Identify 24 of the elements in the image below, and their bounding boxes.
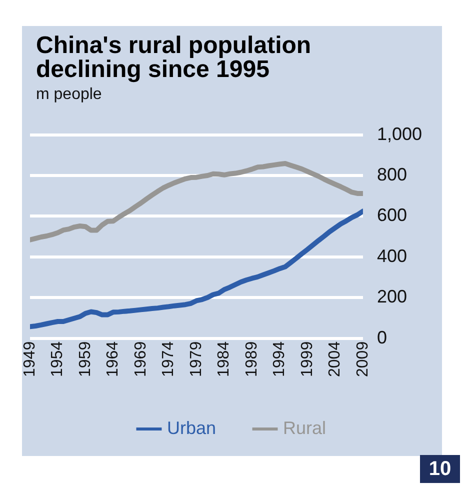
x-tick-label: 1999 [298,341,316,377]
x-tick-label: 1984 [216,341,233,377]
x-tick-label: 1974 [160,341,178,377]
x-tick-label: 1969 [132,341,150,377]
y-tick-label: 200 [376,286,408,307]
legend-label: Urban [166,418,216,438]
x-tick-label: 2004 [326,341,344,377]
y-tick-label: 600 [376,205,408,226]
chart-title: China's rural population declining since 1995 [36,32,312,83]
y-tick-label: 0 [376,327,387,348]
x-tick-label: 2009 [354,341,372,377]
x-tick-label: 1989 [243,341,260,377]
legend-label: Rural [283,418,326,438]
x-tick-label: 1994 [271,341,288,377]
x-tick-label: 1954 [49,341,66,377]
x-tick-label: 1979 [188,341,205,377]
x-tick-label: 1964 [104,341,122,377]
y-tick-label: 400 [376,246,408,266]
y-tick-label: 1,000 [376,124,422,144]
y-tick-label: 800 [376,164,408,184]
chart-subtitle: m people [36,86,102,104]
text: 10 [420,455,460,483]
x-tick-label: 1949 [21,341,38,377]
x-tick-label: 1959 [76,341,94,377]
